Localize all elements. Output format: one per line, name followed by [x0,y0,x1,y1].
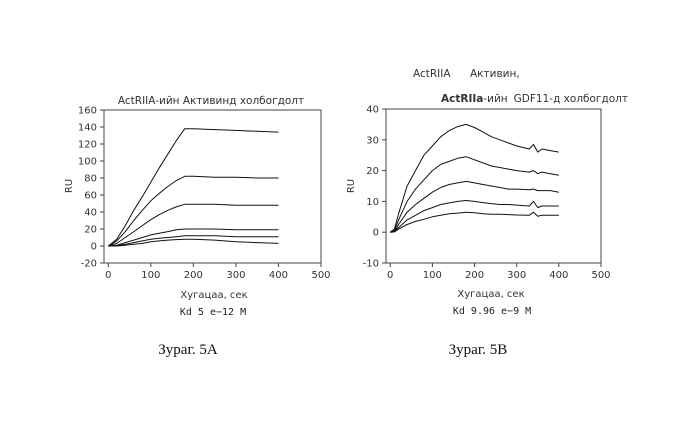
chart-5b-ylabel: RU [346,179,357,193]
chart-5b-title: ActRIIa-ийн GDF11-д холбогдолт [441,93,628,105]
chart-5a-kd: Kd 5 e−12 M [180,307,246,318]
chart-5b-series-line-1 [389,123,559,233]
chart-5a-ticks: 0 100 200 300 400 500 -20 0 20 40 60 80 100 120 140 160 [78,106,331,282]
chart-5b-xtick-label: 300 [507,270,526,281]
chart-5b-ytick-label: -10 [363,259,379,270]
chart-5b: ActRIIA Активин, ActRIIa-ийн GDF11-д холб… [346,68,628,358]
chart-5b-xlabel: Хугацаа, сек [457,289,524,300]
caption-5a: Зураг. 5A [158,342,218,358]
chart-5a-ytick-label: 60 [84,191,97,202]
chart-5a-series [107,128,279,247]
chart-5a-ytick-label: 140 [78,123,97,134]
chart-5a-ytick-label: 100 [78,157,97,168]
chart-5a-xtick-label: 500 [311,270,330,281]
chart-5b-ytick-label: 10 [366,197,379,208]
chart-5b-xtick-label: 200 [465,270,484,281]
chart-5a-series-line-6 [108,238,279,247]
chart-5a-ytick-label: -20 [81,259,97,270]
chart-5a-ytick-label: 40 [84,208,97,219]
chart-5a-ytick-label: 120 [78,140,97,151]
chart-5b-header-left: ActRIIA [413,68,451,80]
chart-5a-ytick-label: 20 [84,225,97,236]
chart-5b-title-part4: -д холбогдолт [549,93,628,105]
chart-5b-ytick-label: 30 [366,135,379,146]
chart-5b-title-part3: GDF11 [514,93,550,105]
chart-5b-series [389,123,559,233]
caption-5b: Зураг. 5B [449,342,508,358]
chart-5b-xtick-label: 100 [423,270,442,281]
chart-5a-series-line-3 [108,203,279,247]
chart-5b-ytick-label: 40 [366,105,379,116]
chart-5b-frame [385,108,602,264]
chart-5a-ytick-label: 0 [91,242,97,253]
chart-5b-ticks: 0 100 200 300 400 500 -10 0 10 20 30 40 [363,105,611,282]
chart-5a-frame [103,109,322,264]
chart-5a-xtick-label: 300 [226,270,245,281]
chart-5a-xtick-label: 100 [141,270,160,281]
chart-5a-series-line-5 [108,235,279,247]
chart-5b-xtick-label: 500 [591,270,610,281]
chart-5b-xtick-label: 0 [387,270,393,281]
chart-5a-series-line-4 [108,228,279,247]
chart-5a-xtick-label: 400 [269,270,288,281]
chart-5a-ylabel: RU [64,179,75,193]
chart-5b-series-line-4 [390,200,559,233]
chart-5b-series-line-3 [390,180,559,233]
chart-5a-xlabel: Хугацаа, сек [180,290,247,301]
chart-5b-ytick-label: 20 [366,166,379,177]
chart-5b-header-right: Активин, [470,68,520,80]
chart-5a-series-line-2 [108,175,279,247]
chart-5b-title-part1: ActRIIa [441,93,483,105]
chart-5a: ActRIIA-ийн Активинд холбогдолт 0 100 200 3… [64,95,331,358]
chart-5a-series-line-1 [107,128,279,247]
chart-5b-ytick-label: 0 [373,228,379,239]
chart-5b-xtick-label: 400 [549,270,568,281]
chart-5a-xtick-label: 0 [105,270,111,281]
chart-5a-ytick-label: 160 [78,106,97,117]
chart-5b-title-part2: -ийн [483,93,507,105]
chart-5b-series-line-5 [390,211,559,233]
chart-5b-kd: Kd 9.96 e−9 M [453,306,531,317]
chart-5a-xtick-label: 200 [184,270,203,281]
chart-5a-ytick-label: 80 [84,174,97,185]
chart-5b-series-line-2 [390,156,559,233]
chart-5a-title: ActRIIA-ийн Активинд холбогдолт [118,95,304,107]
